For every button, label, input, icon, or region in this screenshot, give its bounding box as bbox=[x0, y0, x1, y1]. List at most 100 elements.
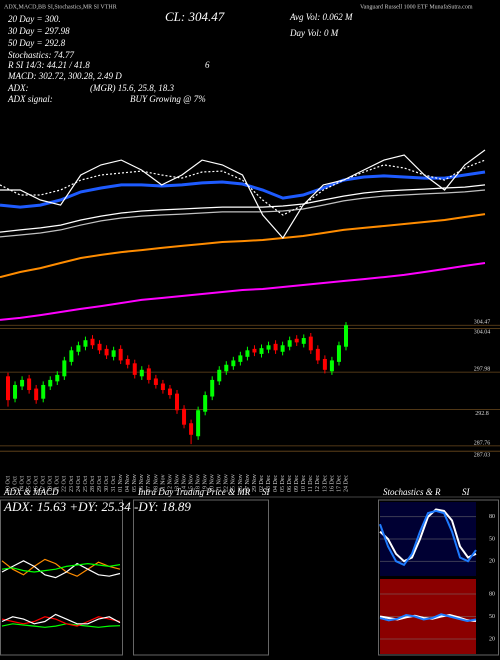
candle-body bbox=[224, 364, 229, 372]
annotation: Day Vol: 0 M bbox=[289, 28, 339, 38]
y-tick-label: 304.47 bbox=[474, 320, 491, 326]
adx-panel bbox=[0, 499, 123, 656]
x-tick-label: 07 Nov bbox=[146, 474, 152, 492]
candle-body bbox=[6, 376, 10, 401]
x-tick-label: 22 Oct bbox=[62, 476, 68, 492]
candle-body bbox=[344, 325, 348, 347]
candle-body bbox=[217, 369, 222, 382]
x-tick-label: 11 Oct bbox=[12, 476, 18, 492]
x-tick-label: 10 Dec bbox=[301, 475, 307, 492]
chart-title: ADX,MACD,BB SI,Stochastics,MR SI VTHR bbox=[4, 4, 117, 10]
x-tick-label: 03 Dec bbox=[266, 475, 272, 492]
x-tick-label: 12 Nov bbox=[167, 474, 173, 492]
annotation: Stochastics: 74.77 bbox=[8, 50, 74, 60]
candle-body bbox=[336, 345, 341, 362]
panel-subtitle: SI bbox=[462, 487, 471, 497]
annotation: R SI 14/3: 44.21 / 41.8 bbox=[7, 60, 90, 70]
x-tick-label: 27 Nov bbox=[245, 474, 251, 492]
candle-body bbox=[41, 384, 46, 399]
x-tick-label: 13 Dec bbox=[322, 475, 328, 492]
x-tick-label: 12 Dec bbox=[315, 475, 321, 492]
x-tick-label: 24 Dec bbox=[343, 475, 349, 492]
y-tick-label: 292.8 bbox=[475, 411, 489, 417]
x-tick-label: 29 Nov bbox=[252, 474, 258, 492]
candle-body bbox=[273, 343, 278, 351]
candle-body bbox=[97, 343, 102, 351]
candle-body bbox=[125, 358, 130, 365]
candle-body bbox=[48, 379, 53, 387]
candle-body bbox=[34, 388, 39, 401]
y-tick-label: 287.03 bbox=[474, 453, 491, 459]
candle-body bbox=[55, 374, 60, 382]
y-tick-label: 50 bbox=[489, 536, 495, 542]
panel-title: Stochastics & R bbox=[383, 487, 441, 497]
candle-body bbox=[252, 348, 257, 353]
panel-title: ADX & MACD bbox=[3, 487, 59, 497]
x-tick-label: 16 Dec bbox=[329, 475, 335, 492]
x-tick-label: 11 Dec bbox=[308, 475, 314, 492]
candle-body bbox=[160, 383, 165, 391]
y-tick-label: 80 bbox=[489, 591, 495, 597]
x-tick-label: 18 Oct bbox=[48, 476, 54, 492]
y-tick-label: 80 bbox=[489, 514, 495, 520]
x-tick-label: 31 Oct bbox=[111, 476, 117, 492]
candle-body bbox=[294, 338, 299, 343]
series-line bbox=[379, 509, 477, 567]
candle-body bbox=[83, 340, 88, 347]
x-tick-label: 17 Dec bbox=[336, 475, 342, 492]
x-tick-label: 25 Nov bbox=[231, 474, 237, 492]
candle-body bbox=[245, 350, 250, 357]
candle-body bbox=[69, 350, 74, 362]
candle-body bbox=[76, 345, 81, 352]
x-tick-label: 29 Oct bbox=[97, 476, 103, 492]
x-tick-label: 16 Oct bbox=[34, 476, 40, 492]
series-line bbox=[379, 613, 477, 623]
x-tick-label: 09 Dec bbox=[294, 475, 300, 492]
candle-body bbox=[104, 348, 109, 356]
series-line bbox=[1, 613, 121, 625]
x-tick-label: 06 Dec bbox=[287, 475, 293, 492]
candle-body bbox=[20, 379, 25, 387]
candle-body bbox=[196, 410, 201, 437]
x-tick-label: 01 Nov bbox=[118, 474, 124, 492]
x-tick-label: 24 Oct bbox=[76, 476, 82, 492]
candle-body bbox=[266, 345, 271, 350]
candle-body bbox=[231, 360, 236, 367]
series-line bbox=[1, 616, 121, 627]
x-tick-label: 05 Dec bbox=[280, 475, 286, 492]
stoch-panel bbox=[378, 499, 499, 656]
annotation: 50 Day = 292.8 bbox=[8, 38, 66, 48]
x-tick-label: 19 Nov bbox=[203, 474, 209, 492]
candle-body bbox=[13, 384, 18, 399]
panel-subtitle: SI bbox=[262, 487, 271, 497]
series-line bbox=[379, 508, 477, 563]
y-tick-label: 287.76 bbox=[474, 440, 491, 446]
candle-body bbox=[175, 393, 179, 411]
x-tick-label: 18 Nov bbox=[196, 474, 202, 492]
x-tick-label: 04 Nov bbox=[125, 474, 131, 492]
annotation: (MGR) 15.6, 25.8, 18.3 bbox=[90, 83, 174, 93]
series-line bbox=[0, 149, 486, 240]
x-tick-label: 10 Oct bbox=[5, 476, 11, 492]
candle-body bbox=[308, 336, 313, 351]
candle-body bbox=[146, 368, 151, 380]
series-line bbox=[0, 262, 486, 321]
x-tick-label: 22 Nov bbox=[224, 474, 230, 492]
candle-body bbox=[189, 423, 194, 435]
x-tick-label: 05 Nov bbox=[132, 474, 138, 492]
candle-body bbox=[329, 360, 334, 372]
x-tick-label: 13 Nov bbox=[174, 474, 180, 492]
x-tick-label: 25 Oct bbox=[83, 476, 89, 492]
x-tick-label: 21 Oct bbox=[55, 476, 61, 492]
candle-body bbox=[132, 363, 137, 375]
series-line bbox=[0, 213, 486, 279]
panel-subtitle: ADX: 15.63 +DY: 25.34 -DY: 18.89 bbox=[3, 499, 191, 514]
candle-body bbox=[301, 338, 306, 344]
x-tick-label: 15 Nov bbox=[188, 474, 194, 492]
y-tick-label: 50 bbox=[489, 614, 495, 620]
x-tick-label: 23 Oct bbox=[69, 476, 75, 492]
annotation: ADX signal: bbox=[7, 94, 53, 104]
series-line bbox=[0, 184, 486, 233]
annotation: CL: 304.47 bbox=[165, 9, 225, 24]
candle-body bbox=[118, 348, 123, 361]
